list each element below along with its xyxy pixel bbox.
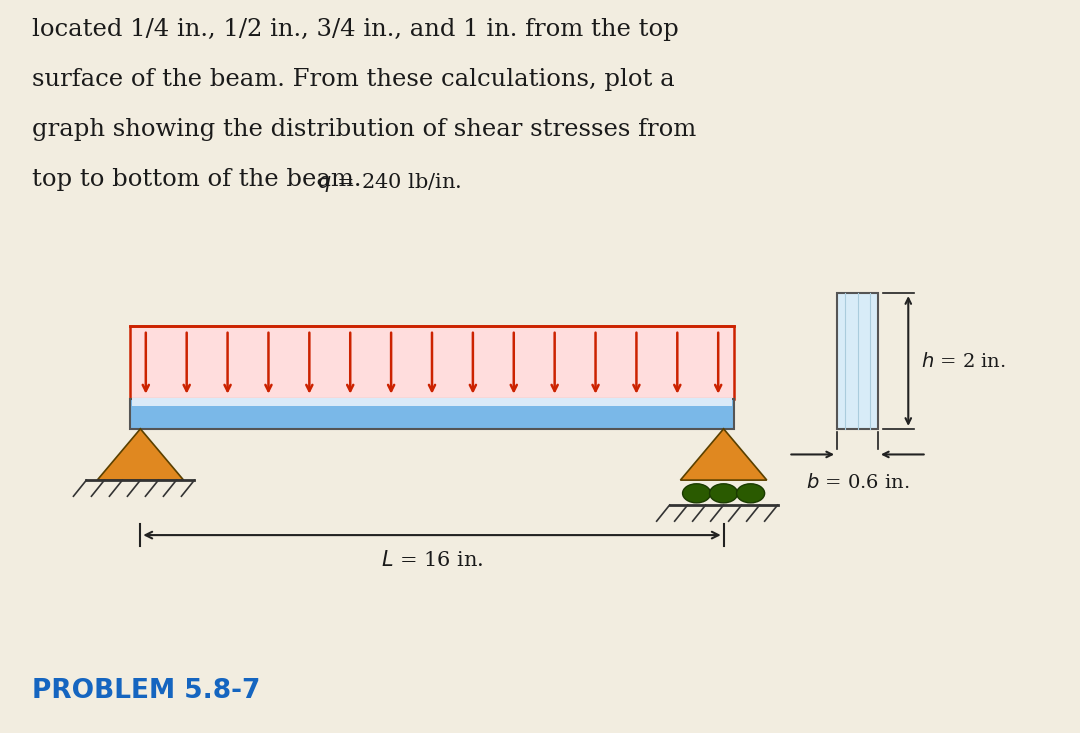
Text: located 1/4 in., 1/2 in., 3/4 in., and 1 in. from the top: located 1/4 in., 1/2 in., 3/4 in., and 1… (32, 18, 679, 41)
Text: $L$ = 16 in.: $L$ = 16 in. (381, 550, 483, 570)
Text: top to bottom of the beam.: top to bottom of the beam. (32, 168, 362, 191)
Text: PROBLEM 5.8-7: PROBLEM 5.8-7 (32, 678, 260, 704)
Text: $b$ = 0.6 in.: $b$ = 0.6 in. (806, 473, 909, 492)
Text: $q$ = 240 lb/in.: $q$ = 240 lb/in. (316, 172, 461, 194)
Text: $h$ = 2 in.: $h$ = 2 in. (921, 352, 1007, 370)
Bar (837, 293, 878, 429)
Circle shape (710, 484, 738, 503)
Polygon shape (680, 429, 767, 480)
Bar (130, 399, 734, 429)
Circle shape (683, 484, 711, 503)
Bar (132, 398, 732, 406)
Text: surface of the beam. From these calculations, plot a: surface of the beam. From these calculat… (32, 68, 675, 91)
Polygon shape (97, 429, 184, 480)
Bar (130, 326, 734, 399)
Circle shape (737, 484, 765, 503)
Text: graph showing the distribution of shear stresses from: graph showing the distribution of shear … (32, 118, 697, 141)
